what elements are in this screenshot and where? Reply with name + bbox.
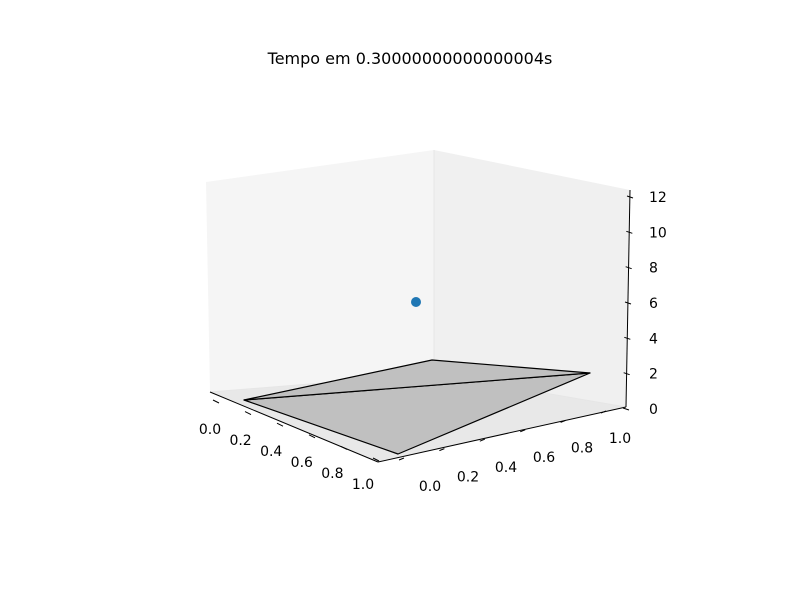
- pane-back: [434, 150, 630, 407]
- x-tick-label: 0.6: [291, 455, 313, 471]
- y-tick-mark: [398, 457, 405, 461]
- y-tick-label: 1.0: [609, 431, 631, 447]
- x-tick-label: 0.0: [199, 422, 221, 438]
- z-tick-mark: [624, 336, 631, 340]
- z-tick-mark: [625, 266, 632, 270]
- z-axis-line: [625, 189, 631, 408]
- x-tick-label: 0.4: [260, 444, 282, 460]
- z-tick-label: 2: [649, 367, 658, 383]
- z-tick-mark: [622, 407, 630, 411]
- y-tick-label: 0.2: [457, 469, 479, 485]
- y-tick-label: 0.4: [495, 460, 517, 476]
- z-tick-mark: [626, 195, 634, 199]
- z-tick-label: 4: [649, 331, 658, 347]
- y-tick-mark: [560, 419, 566, 423]
- y-tick-mark: [600, 410, 607, 414]
- z-tick-label: 10: [649, 225, 667, 241]
- x-axis-line: [209, 391, 379, 463]
- x-tick-mark: [308, 434, 316, 439]
- y-tick-label: 0.6: [533, 450, 555, 466]
- data-point: [411, 297, 421, 307]
- chart-title: Tempo em 0.30000000000000004s: [267, 49, 553, 68]
- x-tick-mark: [212, 399, 220, 404]
- y-tick-mark: [520, 429, 526, 433]
- z-tick-mark: [623, 372, 630, 376]
- x-tick-mark: [340, 445, 348, 450]
- surface: [243, 359, 591, 455]
- z-tick-mark: [626, 230, 633, 234]
- z-tick-label: 6: [649, 296, 658, 312]
- axis-lines: [209, 189, 631, 463]
- x-axis-ticks: 0.0 0.2 0.4 0.6 0.8 1.0: [199, 399, 380, 493]
- x-tick-label: 0.8: [321, 466, 343, 482]
- z-tick-mark: [624, 301, 632, 305]
- surface-triangle: [243, 359, 591, 401]
- z-axis-ticks: 0 2 4 6 8 10 12: [622, 190, 667, 418]
- pane-left: [206, 150, 434, 392]
- y-tick-mark: [439, 448, 445, 452]
- x-tick-mark: [244, 411, 252, 416]
- z-tick-label: 12: [649, 190, 667, 206]
- x-tick-label: 1.0: [352, 477, 374, 493]
- x-tick-label: 0.2: [229, 433, 251, 449]
- y-tick-mark: [479, 438, 485, 442]
- z-tick-label: 8: [649, 261, 658, 277]
- y-axis-ticks: 0.0 0.2 0.4 0.6 0.8 1.0: [398, 410, 631, 495]
- y-tick-label: 0.0: [419, 479, 441, 495]
- y-axis-line: [377, 406, 627, 463]
- x-tick-mark: [372, 457, 380, 462]
- scatter-points: [411, 297, 421, 307]
- x-tick-mark: [276, 422, 284, 427]
- y-tick-label: 0.8: [571, 441, 593, 457]
- z-tick-label: 0: [649, 402, 658, 418]
